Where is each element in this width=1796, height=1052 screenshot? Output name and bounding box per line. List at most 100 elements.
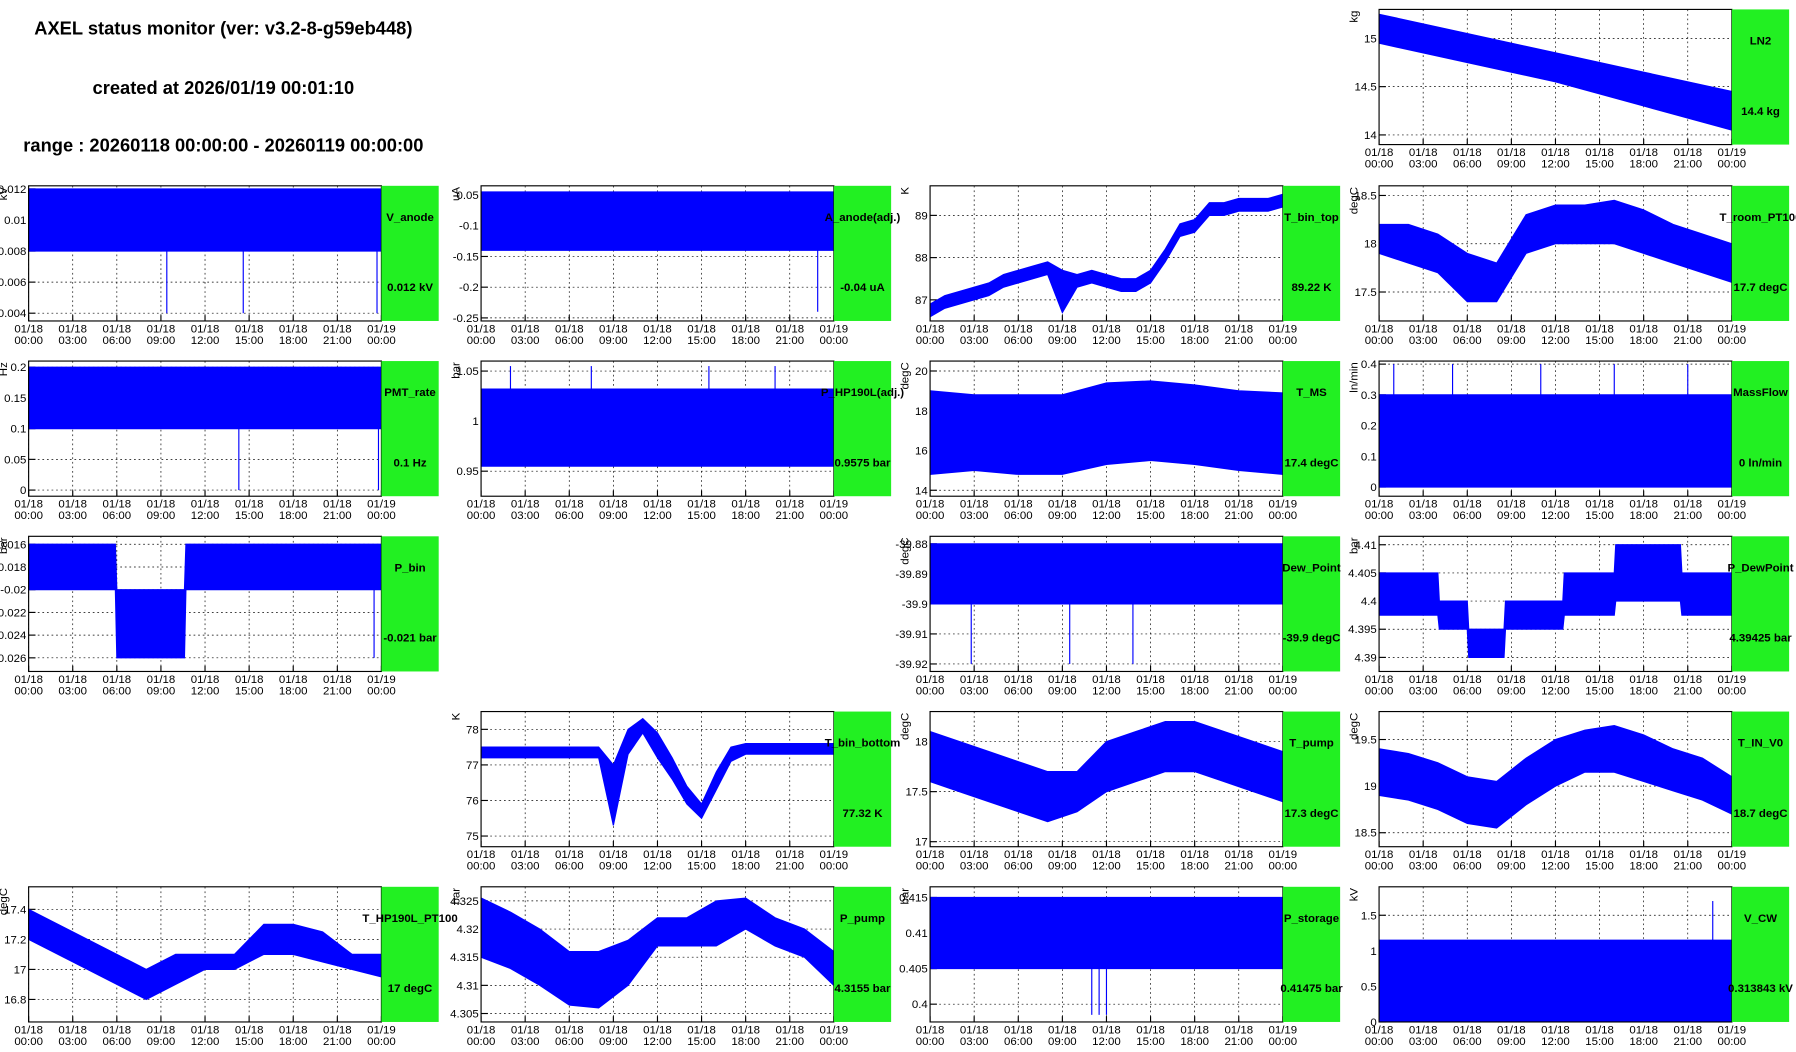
x-tick-label: 01/18 (960, 674, 989, 686)
x-tick-label: 18:00 (1180, 1036, 1209, 1048)
x-tick-label: 01/18 (1453, 323, 1482, 335)
status-value: 17.3 degC (1284, 808, 1338, 820)
x-tick-label: 01/18 (916, 1024, 945, 1036)
x-tick-label: 12:00 (1092, 685, 1121, 697)
status-name: T_pump (1289, 738, 1333, 750)
x-tick-label: 06:00 (1453, 510, 1482, 522)
x-tick-label: 01/18 (323, 674, 352, 686)
y-tick-label: -0.016 (0, 539, 26, 551)
x-tick-label: 15:00 (1585, 861, 1614, 873)
x-tick-label: 01/18 (731, 849, 760, 861)
x-tick-label: 03:00 (1409, 861, 1438, 873)
y-axis-label: bar (899, 888, 911, 905)
time-range: range : 20260118 00:00:00 - 20260119 00:… (23, 134, 423, 155)
status-box (1282, 886, 1341, 1022)
status-value: -0.021 bar (383, 633, 437, 645)
x-tick-label: 01/18 (1585, 147, 1614, 159)
x-tick-label: 01/18 (731, 323, 760, 335)
x-tick-label: 15:00 (1585, 685, 1614, 697)
x-tick-label: 15:00 (687, 1036, 716, 1048)
x-tick-label: 12:00 (1541, 861, 1570, 873)
x-tick-label: 01/18 (279, 499, 308, 511)
x-tick-label: 01/18 (916, 674, 945, 686)
x-tick-label: 12:00 (643, 861, 672, 873)
x-tick-label: 06:00 (1453, 685, 1482, 697)
x-tick-label: 01/18 (1136, 1024, 1165, 1036)
y-tick-label: 0 (1370, 1017, 1376, 1029)
x-tick-label: 03:00 (58, 510, 87, 522)
x-tick-label: 01/18 (103, 1024, 132, 1036)
x-tick-label: 18:00 (279, 335, 308, 347)
y-tick-label: 19.5 (1355, 735, 1377, 747)
status-box (381, 536, 439, 672)
x-tick-label: 15:00 (687, 861, 716, 873)
y-axis-label: degC (899, 537, 911, 564)
x-tick-label: 00:00 (1269, 510, 1298, 522)
page-title: AXEL status monitor (ver: v3.2-8-g59eb44… (34, 18, 412, 39)
x-tick-label: 01/18 (1673, 674, 1702, 686)
x-tick-label: 01/18 (775, 1024, 804, 1036)
x-tick-label: 21:00 (1224, 510, 1253, 522)
x-tick-label: 00:00 (1718, 335, 1747, 347)
x-tick-label: 06:00 (555, 510, 584, 522)
x-tick-label: 18:00 (1180, 335, 1209, 347)
x-tick-label: 01/18 (1541, 674, 1570, 686)
x-tick-label: 01/18 (1092, 1024, 1121, 1036)
x-tick-label: 01/19 (367, 323, 396, 335)
x-tick-label: 12:00 (643, 1036, 672, 1048)
y-tick-label: -0.05 (453, 190, 479, 202)
status-value: 0.313843 kV (1728, 983, 1793, 995)
y-tick-label: 4.395 (1348, 624, 1377, 636)
status-value: 0 ln/min (1739, 457, 1782, 469)
x-tick-label: 01/18 (58, 499, 87, 511)
x-tick-label: 00:00 (1269, 335, 1298, 347)
x-tick-label: 01/18 (599, 323, 628, 335)
y-tick-label: 4.315 (450, 952, 479, 964)
status-name: P_storage (1284, 913, 1339, 925)
value-band (1378, 394, 1733, 488)
x-tick-label: 06:00 (1453, 1036, 1482, 1048)
x-tick-label: 09:00 (599, 1036, 628, 1048)
x-tick-label: 03:00 (511, 1036, 540, 1048)
y-tick-label: 0.15 (4, 393, 26, 405)
status-name: PMT_rate (384, 387, 435, 399)
y-tick-label: 1 (1370, 946, 1376, 958)
y-tick-label: -0.018 (0, 562, 26, 574)
x-tick-label: 03:00 (960, 335, 989, 347)
y-tick-label: -39.91 (895, 629, 927, 641)
x-tick-label: 06:00 (1453, 335, 1482, 347)
x-tick-label: 01/18 (599, 849, 628, 861)
x-tick-label: 15:00 (1136, 335, 1165, 347)
x-tick-label: 01/18 (1497, 849, 1526, 861)
x-tick-label: 09:00 (599, 510, 628, 522)
x-tick-label: 09:00 (1497, 158, 1526, 170)
x-tick-label: 21:00 (775, 1036, 804, 1048)
status-value: 17.4 degC (1284, 457, 1338, 469)
x-tick-label: 15:00 (1136, 685, 1165, 697)
x-tick-label: 09:00 (1497, 510, 1526, 522)
x-tick-label: 00:00 (14, 510, 43, 522)
status-name: V_CW (1744, 913, 1777, 925)
x-tick-label: 00:00 (467, 861, 496, 873)
x-tick-label: 12:00 (1541, 158, 1570, 170)
x-tick-label: 03:00 (511, 510, 540, 522)
y-tick-label: 14 (1364, 130, 1377, 142)
x-tick-label: 01/18 (235, 323, 264, 335)
x-tick-label: 00:00 (1365, 158, 1394, 170)
x-tick-label: 01/18 (1629, 147, 1658, 159)
y-axis-label: bar (450, 362, 462, 379)
x-tick-label: 06:00 (1004, 510, 1033, 522)
x-tick-label: 01/18 (58, 323, 87, 335)
x-tick-label: 01/18 (1541, 323, 1570, 335)
x-tick-label: 01/18 (731, 499, 760, 511)
y-tick-label: 89 (915, 210, 928, 222)
y-tick-label: -39.92 (895, 659, 927, 671)
x-tick-label: 00:00 (820, 335, 849, 347)
x-tick-label: 01/18 (1365, 674, 1394, 686)
status-value: 77.32 K (842, 808, 883, 820)
x-tick-label: 15:00 (1136, 861, 1165, 873)
x-tick-label: 21:00 (1673, 158, 1702, 170)
status-name: Dew_Point (1282, 562, 1341, 574)
status-name: V_anode (386, 212, 434, 224)
x-tick-label: 06:00 (1453, 861, 1482, 873)
